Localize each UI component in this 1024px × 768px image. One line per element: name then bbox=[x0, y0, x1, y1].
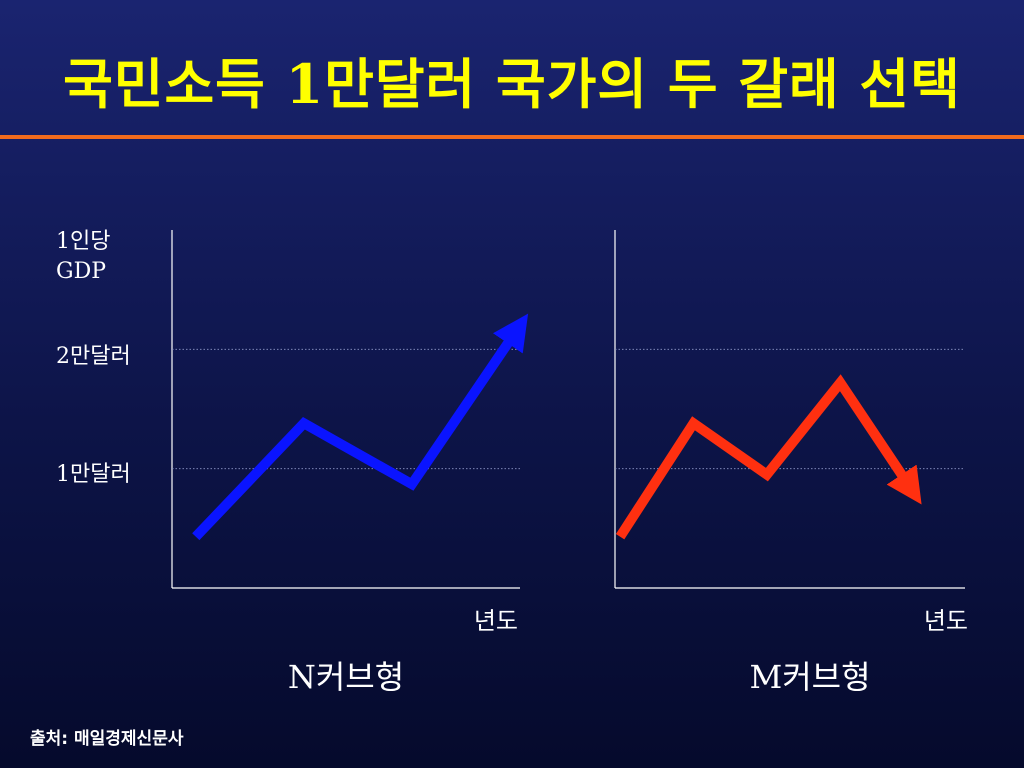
y-tick-label-20000: 2만달러 bbox=[56, 344, 131, 369]
y-axis-label-line2: GDP bbox=[56, 259, 106, 284]
chart-caption: M커브형 bbox=[749, 658, 870, 696]
chart-caption: N커브형 bbox=[288, 658, 404, 696]
n-curve-chart: 1인당 GDP 2만달러 1만달러 년도 N커브형 bbox=[56, 229, 529, 696]
x-axis-label: 년도 bbox=[924, 607, 968, 635]
title-divider bbox=[0, 135, 1024, 139]
y-axis-label-line1: 1인당 bbox=[56, 229, 110, 254]
y-tick-label-10000: 1만달러 bbox=[56, 462, 131, 487]
m-curve-chart: 년도 M커브형 bbox=[614, 230, 968, 696]
n-curve-series-line bbox=[192, 313, 529, 541]
x-axis-label: 년도 bbox=[474, 607, 518, 635]
source-note: 출처: 매일경제신문사 bbox=[30, 729, 184, 749]
slide-title: 국민소득 1만달러 국가의 두 갈래 선택 bbox=[63, 52, 961, 116]
m-curve-series-line bbox=[615, 374, 922, 540]
